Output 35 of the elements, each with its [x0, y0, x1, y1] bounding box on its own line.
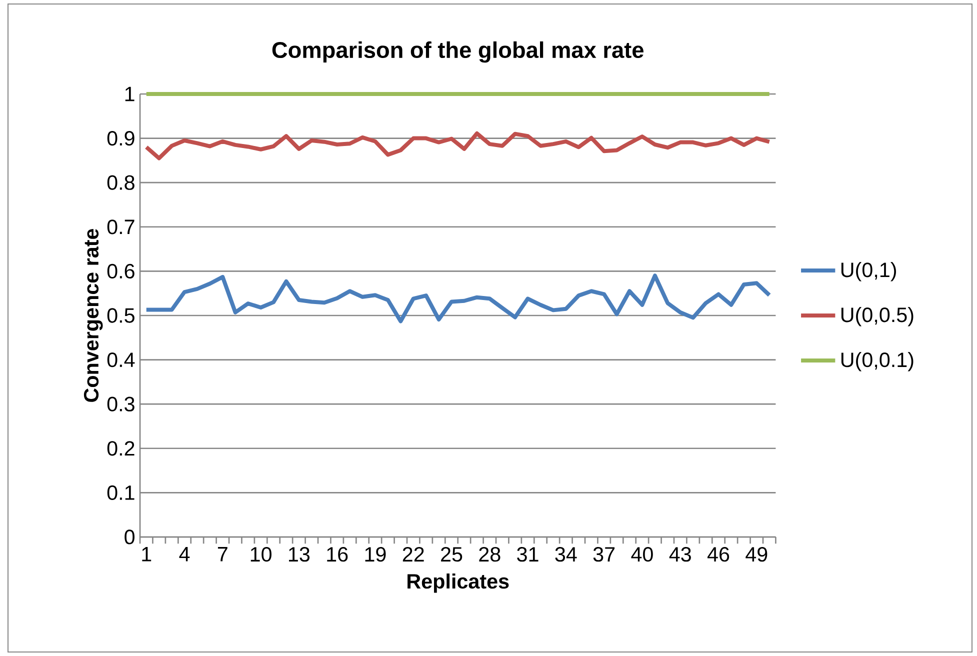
x-tick-label: 10 — [250, 547, 272, 562]
legend-label: U(0,0.5) — [841, 307, 914, 326]
x-axis-title: Replicates — [408, 573, 509, 593]
x-tick-label: 1 — [142, 547, 152, 562]
legend-label: U(0,1) — [841, 262, 896, 282]
line-series — [144, 131, 772, 160]
chart-title: Comparison of the global max rate — [272, 41, 644, 63]
legend-label: U(0,0.1) — [841, 352, 914, 372]
y-tick-label: 0.5 — [107, 308, 134, 323]
y-tick-label: 0.3 — [107, 396, 134, 412]
y-tick-label: 0.4 — [107, 352, 135, 368]
y-tick-label: 0.1 — [107, 485, 134, 500]
x-tick-label: 19 — [365, 547, 386, 562]
y-tick-label: 0.8 — [107, 175, 134, 190]
x-tick-label: 31 — [517, 547, 538, 562]
x-tick-label: 46 — [707, 547, 730, 562]
x-tick-label: 7 — [218, 547, 228, 562]
y-tick-label: 0.2 — [107, 441, 134, 456]
x-tick-label: 22 — [402, 547, 424, 562]
x-tick-label: 25 — [441, 547, 462, 562]
y-axis-title: Convergence rate — [84, 228, 103, 402]
x-tick-label: 28 — [479, 547, 500, 562]
y-tick-label: 0.9 — [107, 130, 134, 146]
y-tick-label: 0 — [124, 530, 134, 544]
x-tick-label: 49 — [746, 547, 768, 562]
x-tick-label: 16 — [327, 547, 348, 562]
x-tick-label: 40 — [631, 547, 653, 562]
x-tick-label: 37 — [593, 547, 615, 562]
x-tick-label: 43 — [669, 547, 691, 562]
x-tick-label: 13 — [289, 547, 310, 562]
y-tick-label: 0.7 — [107, 220, 134, 234]
x-tick-label: 4 — [179, 547, 190, 562]
x-tick-label: 34 — [555, 547, 577, 562]
y-tick-label: 0.6 — [107, 264, 134, 279]
y-tick-label: 1 — [125, 86, 134, 102]
